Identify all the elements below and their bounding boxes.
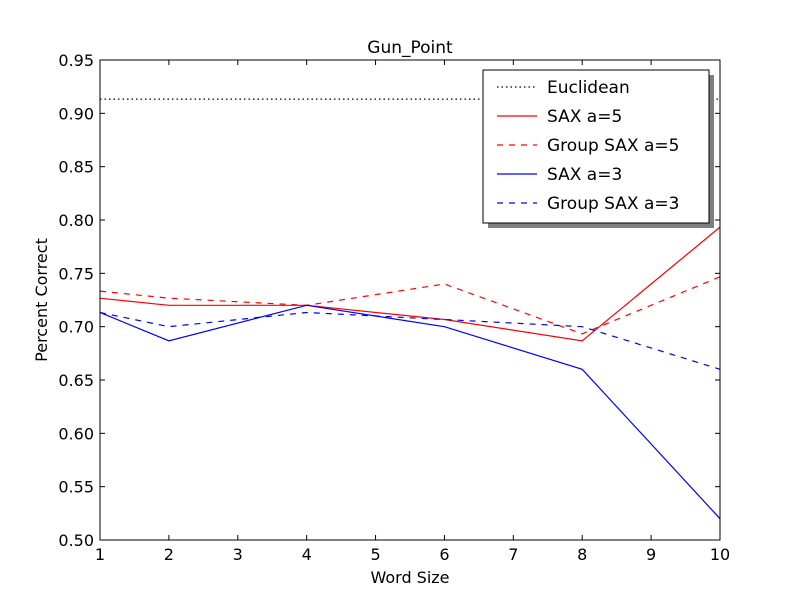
series-line-2 — [99, 226, 721, 342]
y-axis-ticks: 0.50 0.55 0.60 0.65 0.70 0.75 0.80 0.85 0.90 0.95 — [58, 51, 720, 550]
series-line-5 — [99, 311, 721, 370]
series-line-3 — [99, 276, 721, 335]
legend-label-5: Group SAX a=3 — [547, 194, 679, 214]
y-tick-label: 0.65 — [58, 371, 94, 390]
x-tick-label: 7 — [508, 545, 518, 564]
y-tick-label: 0.70 — [58, 318, 94, 337]
legend-label-2: SAX a=5 — [547, 107, 622, 127]
x-tick-label: 10 — [710, 545, 730, 564]
x-tick-label: 8 — [577, 545, 587, 564]
plot-frame — [99, 59, 721, 541]
y-tick-label: 0.85 — [58, 158, 94, 177]
x-tick-label: 1 — [95, 545, 105, 564]
legend-items: Euclidean SAX a=5 Group SAX a=5 SAX a=3 Grou… — [497, 78, 679, 214]
y-tick-label: 0.55 — [58, 478, 94, 497]
legend-label-1: Euclidean — [547, 78, 630, 98]
chart-title: Gun_Point — [367, 38, 453, 58]
series-line-4 — [99, 304, 721, 520]
x-axis-ticks: 1 2 3 4 5 6 7 8 9 10 — [95, 60, 730, 564]
plot-lines — [99, 98, 721, 520]
x-tick-label: 4 — [302, 545, 312, 564]
legend-box — [482, 69, 710, 224]
x-tick-label: 2 — [164, 545, 174, 564]
y-tick-label: 0.50 — [58, 531, 94, 550]
legend-label-4: SAX a=3 — [547, 165, 622, 185]
y-axis-label: Percent Correct — [32, 238, 51, 362]
x-tick-label: 6 — [439, 545, 449, 564]
x-tick-label: 9 — [646, 545, 656, 564]
x-tick-label: 3 — [233, 545, 243, 564]
y-tick-label: 0.75 — [58, 264, 94, 283]
y-tick-label: 0.95 — [58, 51, 94, 70]
x-axis-label: Word Size — [370, 568, 449, 587]
legend-label-3: Group SAX a=5 — [547, 136, 679, 156]
x-tick-label: 5 — [370, 545, 380, 564]
y-tick-label: 0.60 — [58, 424, 94, 443]
y-tick-label: 0.80 — [58, 211, 94, 230]
y-tick-label: 0.90 — [58, 104, 94, 123]
legend: Euclidean SAX a=5 Group SAX a=5 SAX a=3 Grou… — [482, 69, 714, 228]
